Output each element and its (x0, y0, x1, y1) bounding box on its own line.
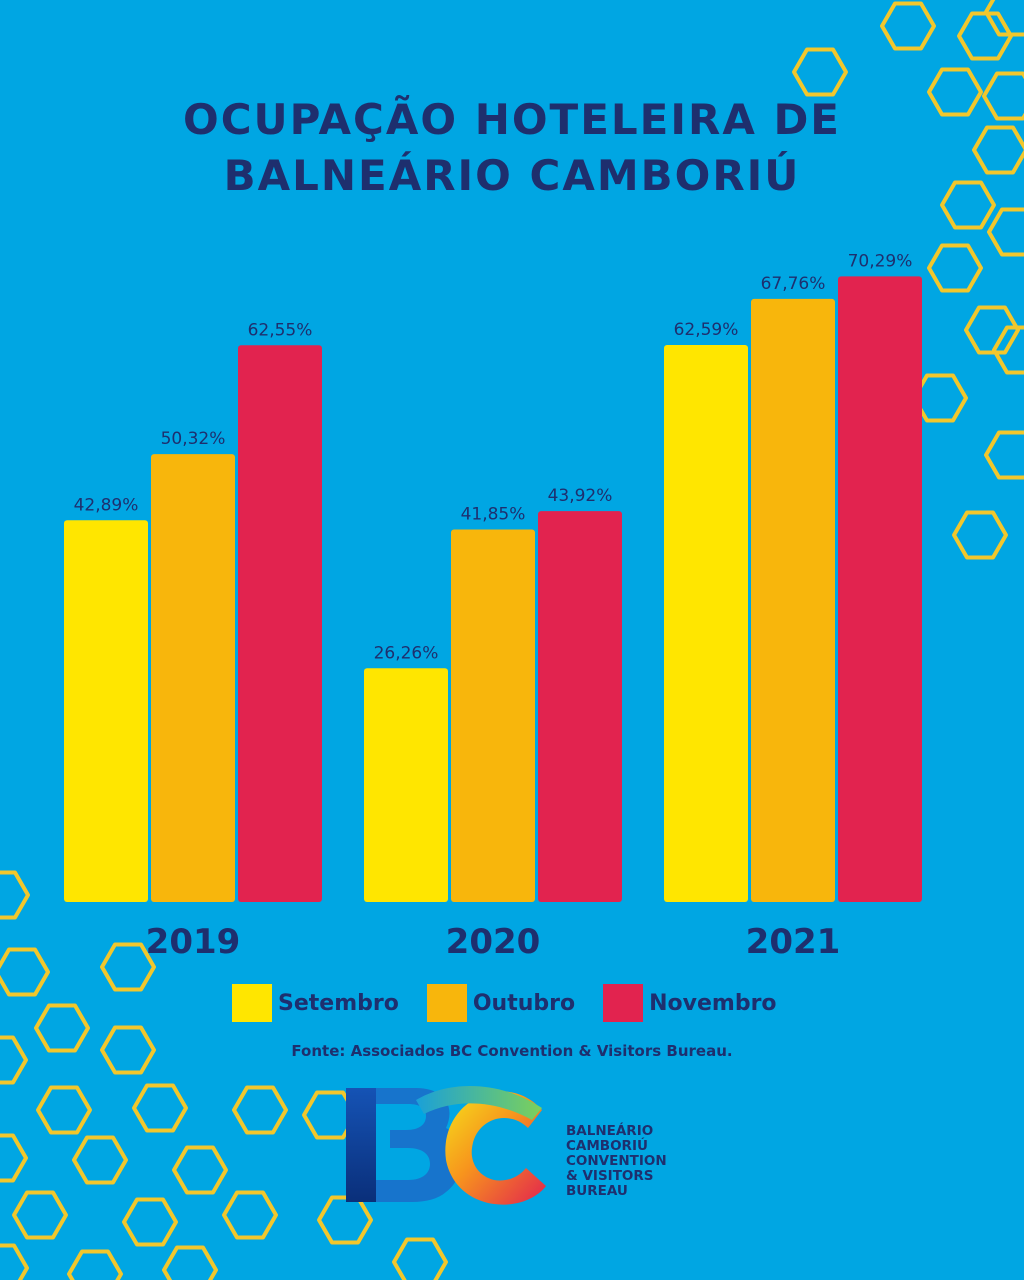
legend: Setembro Outubro Novembro (232, 983, 805, 1023)
logo-c-shape (445, 1091, 546, 1205)
chart-title-line-2: BALNEÁRIO CAMBORIÚ (223, 151, 801, 200)
logo-swoosh (416, 1085, 542, 1120)
hexagon-outline (162, 1245, 218, 1280)
logo-text-line-2: CAMBORIÚ (566, 1138, 648, 1154)
legend-label-novembro: Novembro (649, 990, 777, 1016)
logo-b-bowls (376, 1088, 462, 1202)
hexagon-outline (122, 1197, 178, 1247)
hexagon-outline (72, 1135, 128, 1185)
bc-logo-mark (346, 1085, 546, 1205)
hexagon-outline (302, 1090, 358, 1140)
hexagon-outline (792, 47, 848, 97)
hexagon-outline (132, 1083, 188, 1133)
data-label-setembro-2020: 26,26% (374, 643, 439, 663)
logo-text-line-5: BUREAU (566, 1183, 628, 1199)
legend-swatch-outubro (426, 984, 467, 1022)
data-label-setembro-2021: 62,59% (674, 320, 739, 340)
hexagon-outline (172, 1145, 228, 1195)
hexagon-outline (67, 1249, 123, 1280)
data-label-novembro-2020: 43,92% (548, 486, 613, 506)
logo-b-shape (346, 1088, 376, 1202)
hexagon-outline (927, 243, 983, 293)
data-label-outubro-2020: 41,85% (461, 505, 526, 525)
hexagon-outline (952, 510, 1008, 560)
data-label-outubro-2019: 50,32% (161, 429, 226, 449)
bar-setembro-2021 (664, 344, 748, 903)
hexagon-outline (982, 71, 1024, 121)
hexagon-outline (100, 942, 156, 992)
chart-title-line-1: OCUPAÇÃO HOTELEIRA DE (182, 95, 841, 144)
logo-text: BALNEÁRIO CAMBORIÚ CONVENTION & VISITORS… (566, 1124, 667, 1199)
logo-text-line-3: CONVENTION (566, 1153, 667, 1169)
hexagon-outline (957, 11, 1013, 61)
hexagon-outline (0, 1133, 28, 1183)
bar-novembro-2021 (838, 276, 922, 902)
legend-item-novembro: Novembro (603, 984, 777, 1022)
legend-label-setembro: Setembro (278, 990, 399, 1016)
bar-outubro-2020 (451, 529, 535, 902)
logo-text-line-1: BALNEÁRIO (566, 1123, 654, 1139)
bar-outubro-2021 (751, 298, 835, 902)
hexagon-outline (392, 1237, 448, 1280)
hexagon-outline (984, 430, 1024, 480)
hexagon-outline (984, 0, 1024, 37)
chart-title: OCUPAÇÃO HOTELEIRA DE BALNEÁRIO CAMBORIÚ (0, 92, 1024, 204)
legend-item-setembro: Setembro (232, 984, 399, 1022)
hexagon-outline (972, 125, 1024, 175)
hexagon-outline (36, 1085, 92, 1135)
data-label-novembro-2019: 62,55% (248, 320, 313, 340)
hexagon-outline (100, 1025, 156, 1075)
hexagon-outline (0, 947, 50, 997)
hexagon-outline (964, 305, 1020, 355)
bar-setembro-2019 (64, 520, 148, 902)
hexagon-outline (987, 207, 1024, 257)
legend-item-outubro: Outubro (426, 984, 576, 1022)
hexagon-outline (0, 1035, 28, 1085)
hexagon-outline (0, 870, 30, 920)
hexagon-outline (940, 180, 996, 230)
hexagon-outline (927, 67, 983, 117)
logo-text-line-4: & VISITORS (566, 1168, 654, 1184)
hexagon-outline (12, 1190, 68, 1240)
data-label-outubro-2021: 67,76% (761, 274, 826, 294)
hexagon-outline (34, 1003, 90, 1053)
x-tick-label-2019: 2019 (146, 922, 241, 962)
bar-setembro-2020 (364, 668, 448, 902)
legend-swatch-novembro (603, 984, 644, 1022)
hexagon-outline (222, 1190, 278, 1240)
x-tick-label-2020: 2020 (446, 922, 541, 962)
data-label-novembro-2021: 70,29% (848, 251, 913, 271)
hexagon-outline (0, 1243, 29, 1280)
bar-novembro-2020 (538, 511, 622, 902)
bar-novembro-2019 (238, 345, 322, 902)
hexagon-outline (992, 325, 1024, 375)
x-tick-label-2021: 2021 (746, 922, 841, 962)
source-note: Fonte: Associados BC Convention & Visito… (291, 1042, 733, 1060)
legend-label-outubro: Outubro (472, 990, 576, 1016)
data-label-setembro-2019: 42,89% (74, 495, 139, 515)
bar-outubro-2019 (151, 454, 235, 902)
legend-swatch-setembro (232, 984, 272, 1022)
hexagon-outline (880, 1, 936, 51)
hexagon-outline (232, 1085, 288, 1135)
